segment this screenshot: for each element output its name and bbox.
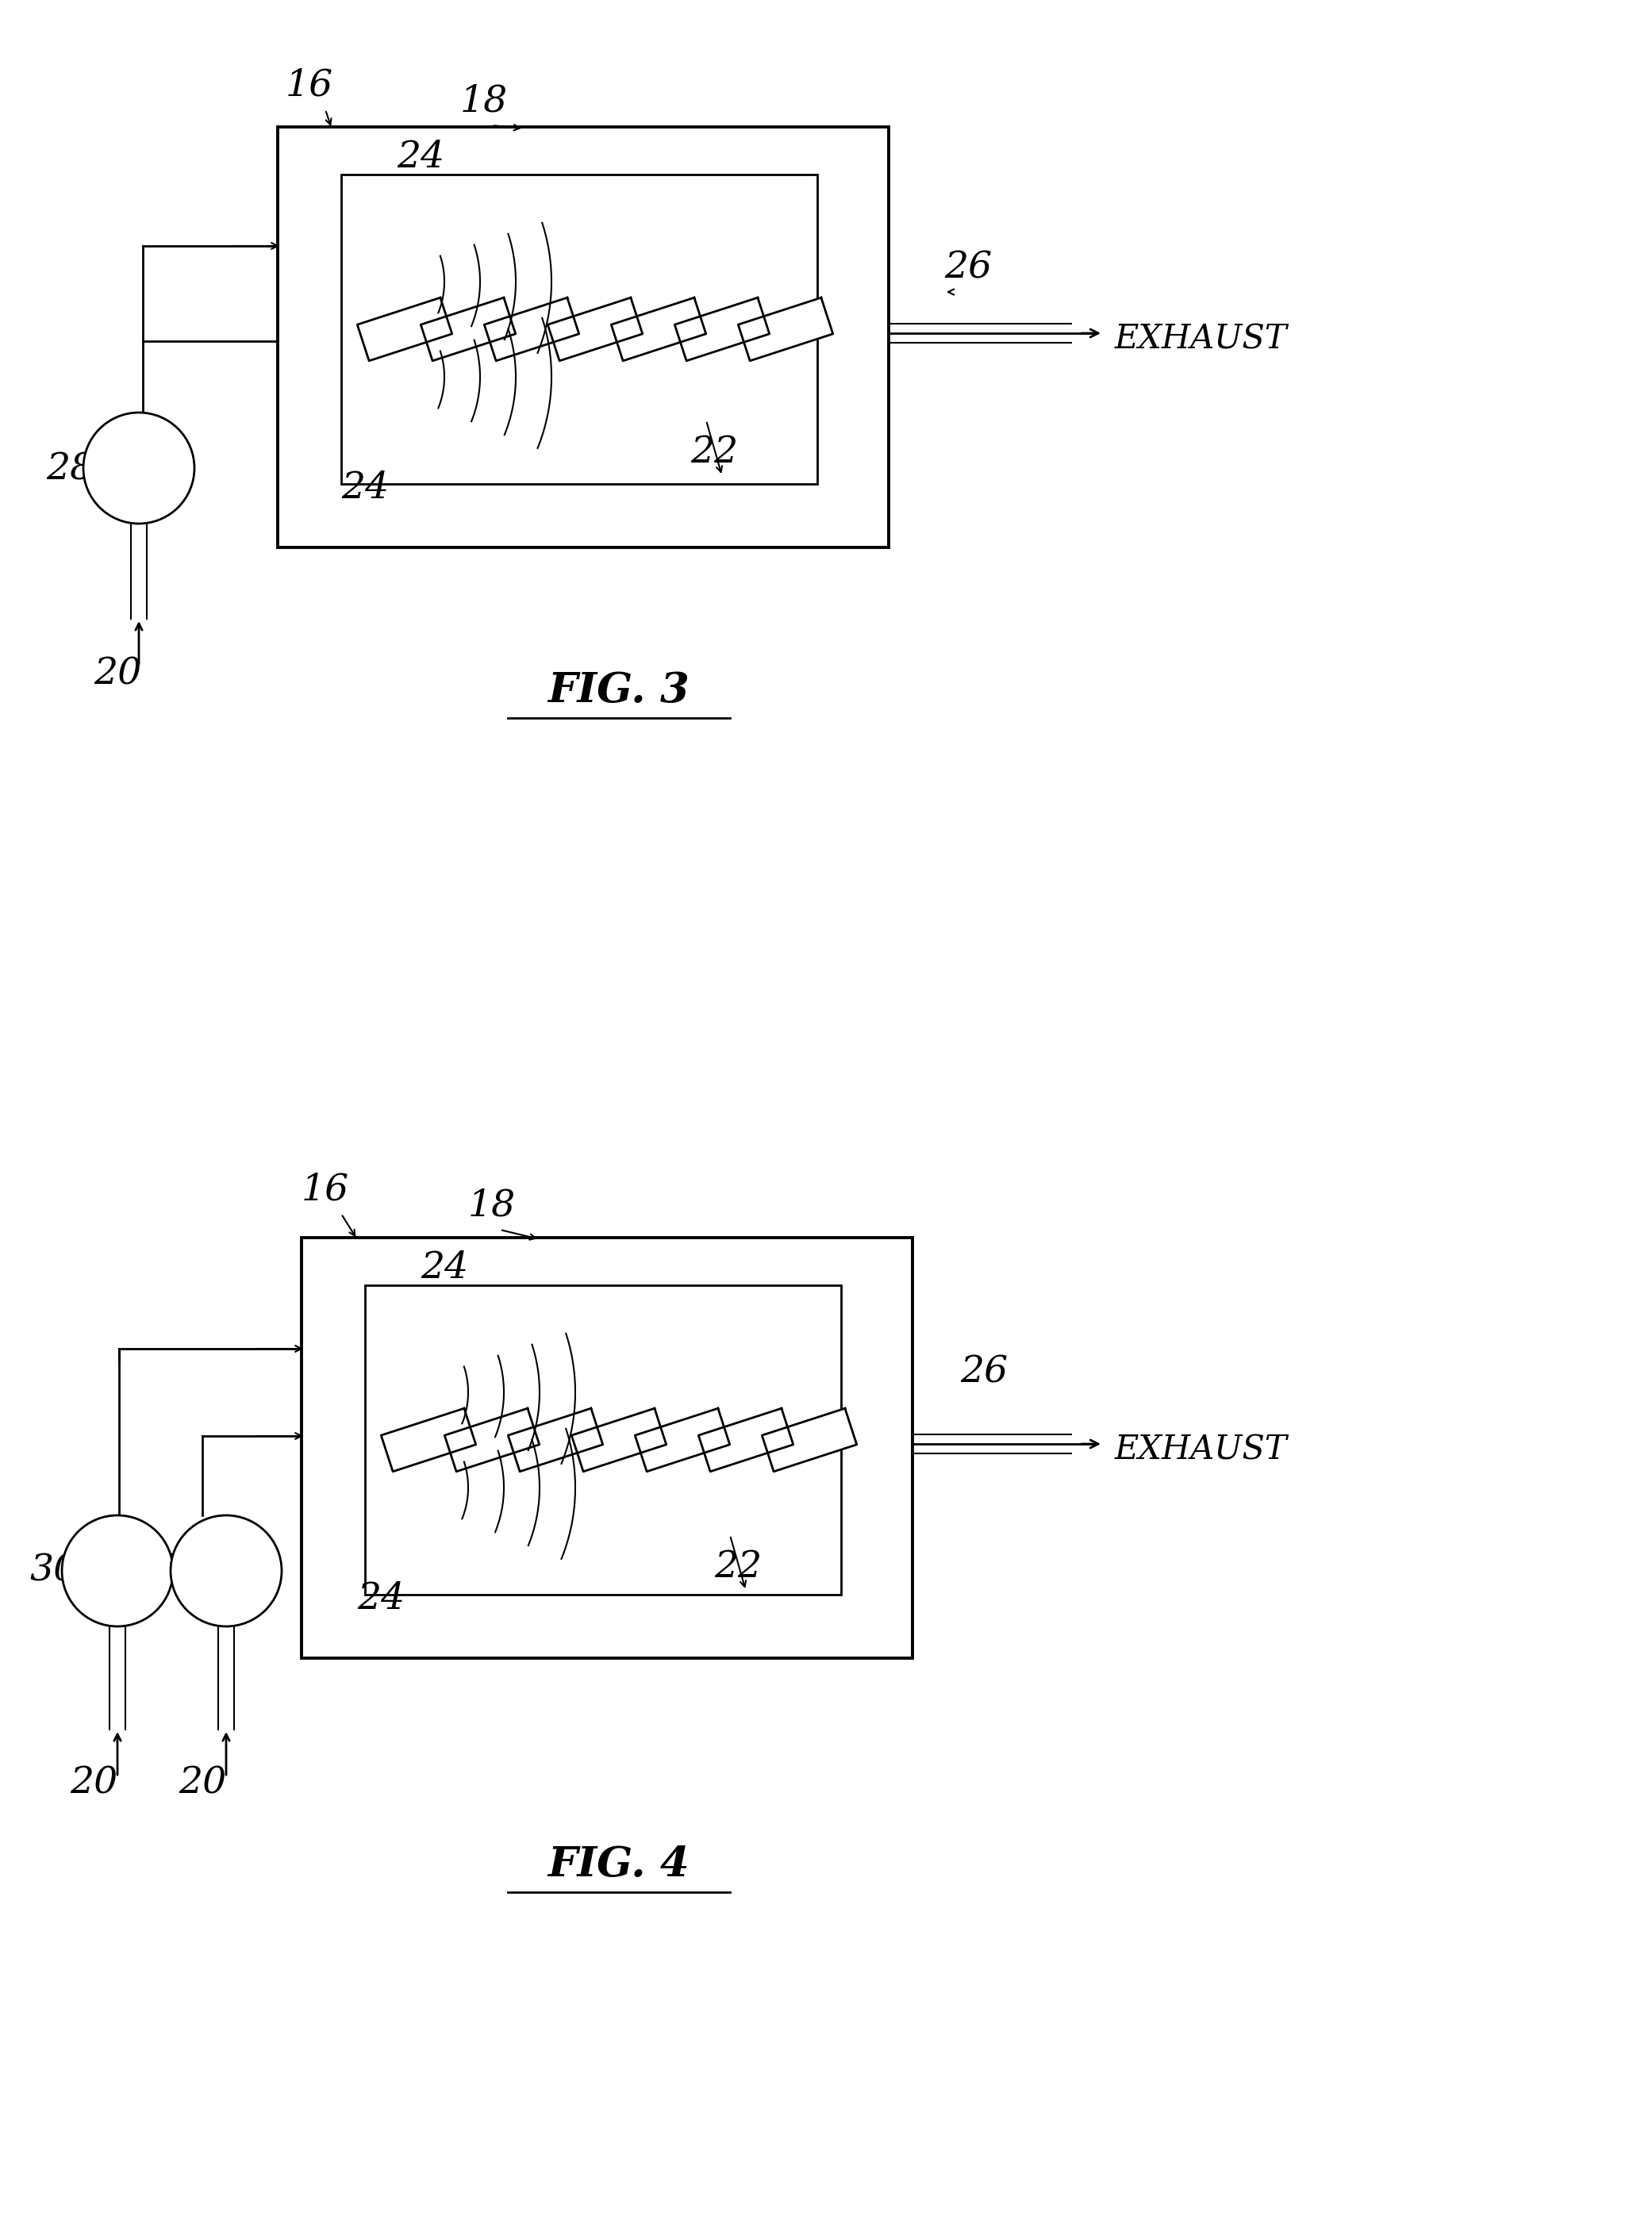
Bar — [302, 1238, 912, 1658]
Text: 24: 24 — [340, 469, 388, 507]
Bar — [278, 127, 889, 547]
Text: 20: 20 — [178, 1765, 226, 1801]
Text: 26: 26 — [960, 1354, 1008, 1389]
Ellipse shape — [170, 1516, 282, 1627]
Polygon shape — [509, 1409, 603, 1472]
Text: 26: 26 — [945, 251, 991, 287]
Text: 18: 18 — [461, 84, 507, 120]
Ellipse shape — [61, 1516, 173, 1627]
Text: 32: 32 — [134, 1554, 182, 1589]
Text: 20: 20 — [69, 1765, 117, 1801]
Polygon shape — [674, 298, 770, 360]
Text: 24: 24 — [396, 140, 444, 176]
Polygon shape — [357, 298, 453, 360]
Text: 16: 16 — [301, 1172, 349, 1207]
Polygon shape — [634, 1409, 730, 1472]
Text: 22: 22 — [691, 433, 738, 471]
Text: EXHAUST: EXHAUST — [1115, 1434, 1287, 1467]
Text: 22: 22 — [714, 1549, 762, 1585]
Polygon shape — [572, 1409, 666, 1472]
Text: 18: 18 — [468, 1187, 515, 1225]
Text: FIG. 4: FIG. 4 — [548, 1845, 691, 1885]
Polygon shape — [699, 1409, 793, 1472]
Polygon shape — [382, 1409, 476, 1472]
Polygon shape — [611, 298, 705, 360]
Polygon shape — [444, 1409, 539, 1472]
Text: 16: 16 — [286, 67, 334, 104]
Polygon shape — [548, 298, 643, 360]
Bar — [365, 1285, 841, 1594]
Text: EXHAUST: EXHAUST — [1115, 322, 1287, 356]
Bar — [342, 176, 818, 485]
Text: 20: 20 — [94, 656, 142, 691]
Polygon shape — [421, 298, 515, 360]
Text: FIG. 3: FIG. 3 — [548, 669, 691, 711]
Ellipse shape — [83, 413, 195, 525]
Polygon shape — [484, 298, 578, 360]
Text: 24: 24 — [357, 1581, 405, 1616]
Polygon shape — [738, 298, 833, 360]
Text: 24: 24 — [421, 1249, 468, 1285]
Polygon shape — [762, 1409, 857, 1472]
Text: 28: 28 — [46, 451, 94, 487]
Text: 30: 30 — [30, 1554, 78, 1589]
